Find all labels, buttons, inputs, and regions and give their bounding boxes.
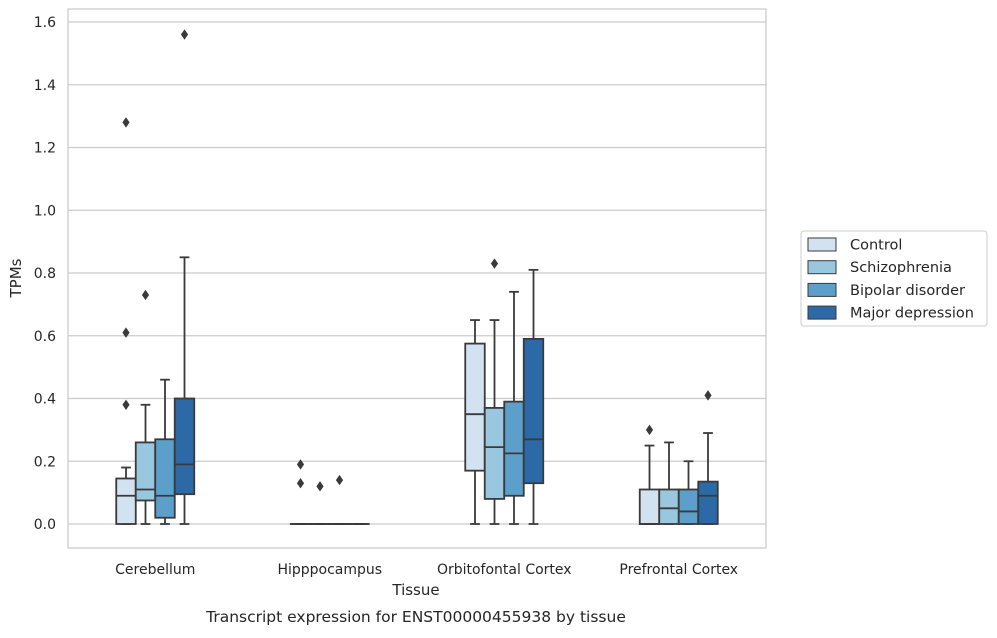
legend-label: Control [850, 238, 902, 254]
x-axis-ticks: Cerebellum Hipppocampus Orbitofontal Corte… [115, 562, 738, 578]
box-3-3 [698, 390, 718, 524]
legend-label: Major depression [850, 306, 974, 322]
outlier-point [646, 425, 653, 435]
legend-label: Bipolar disorder [850, 283, 965, 299]
legend: Control Schizophrenia Bipolar disorder Majo… [801, 231, 987, 326]
x-tick-label: Hipppocampus [277, 562, 382, 578]
box-0-1 [136, 290, 156, 524]
x-tick-label: Cerebellum [115, 562, 195, 578]
box-0-0 [116, 117, 136, 524]
box-2-0 [465, 320, 485, 524]
y-tick-label: 1.2 [34, 141, 56, 157]
box-1-1 [310, 481, 330, 524]
y-tick-label: 0.2 [34, 454, 56, 470]
y-tick-label: 0.0 [34, 517, 56, 533]
y-axis-ticks: 0.0 0.2 0.4 0.6 0.8 1.0 1.2 1.4 1.6 [34, 15, 56, 533]
box-body [465, 344, 485, 471]
box-3-1 [659, 442, 679, 524]
outlier-point [181, 29, 188, 39]
box-0-3 [175, 29, 195, 524]
x-tick-label: Orbitofontal Cortex [437, 562, 572, 578]
legend-swatch [808, 261, 836, 274]
box-body [485, 408, 505, 499]
legend-swatch [808, 306, 836, 319]
box-body [175, 399, 195, 495]
box-2-2 [504, 292, 524, 524]
box-body [524, 339, 544, 483]
y-tick-label: 0.4 [34, 392, 56, 408]
box-body [155, 439, 175, 517]
box-body [504, 402, 524, 496]
y-axis-label: TPMs [7, 258, 25, 298]
box-layer [116, 29, 718, 524]
box-1-2 [330, 475, 350, 524]
box-2-1 [485, 258, 505, 524]
box-body [136, 442, 156, 500]
y-tick-label: 0.8 [34, 266, 56, 282]
box-body [116, 479, 136, 524]
box-1-0 [291, 459, 311, 524]
chart-caption: Transcript expression for ENST0000045593… [205, 608, 626, 626]
outlier-point [122, 400, 129, 410]
outlier-point [297, 478, 304, 488]
box-body [659, 489, 679, 524]
x-axis-label: Tissue [391, 581, 439, 599]
outlier-point [336, 475, 343, 485]
outlier-point [316, 481, 323, 491]
box-0-2 [155, 380, 175, 524]
y-tick-label: 0.6 [34, 329, 56, 345]
y-tick-label: 1.0 [34, 203, 56, 219]
legend-label: Schizophrenia [850, 260, 952, 276]
outlier-point [491, 258, 498, 268]
outlier-point [122, 117, 129, 127]
legend-swatch [808, 238, 836, 251]
box-body [698, 482, 718, 524]
box-body [640, 489, 660, 524]
legend-swatch [808, 283, 836, 296]
box-3-0 [640, 425, 660, 524]
outlier-point [142, 290, 149, 300]
box-3-2 [679, 461, 699, 524]
y-tick-label: 1.4 [34, 78, 56, 94]
y-tick-label: 1.6 [34, 15, 56, 31]
box-body [679, 489, 699, 524]
x-tick-label: Prefrontal Cortex [619, 562, 738, 578]
box-2-3 [524, 270, 544, 524]
